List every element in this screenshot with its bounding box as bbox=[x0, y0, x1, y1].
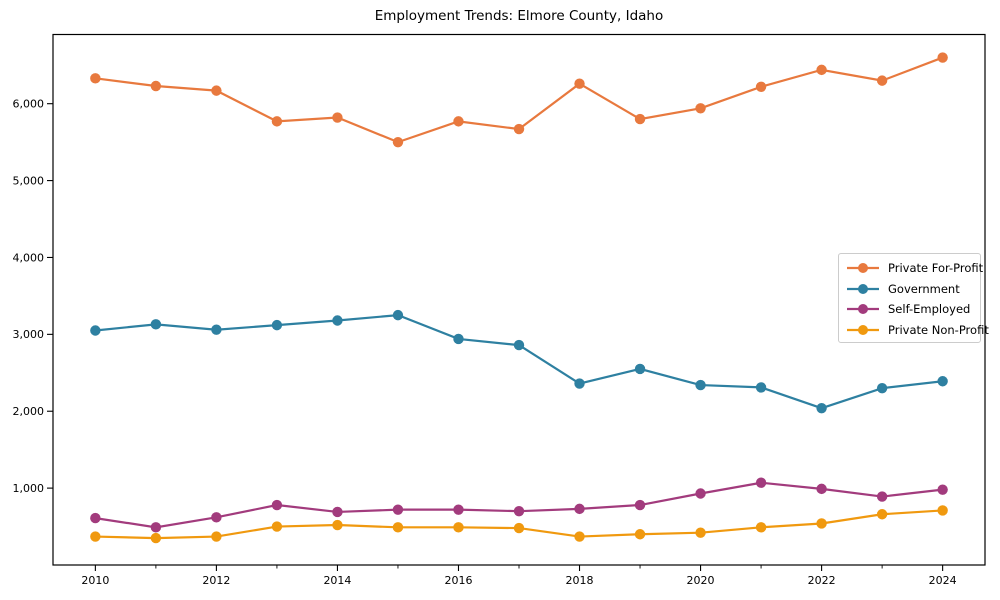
data-point-private-for-profit bbox=[211, 85, 222, 96]
legend-item-label: Government bbox=[888, 281, 960, 296]
legend-marker-icon bbox=[846, 283, 880, 295]
x-tick-label: 2012 bbox=[202, 574, 230, 587]
data-point-government bbox=[150, 319, 162, 330]
data-point-private-for-profit bbox=[453, 116, 464, 127]
legend: Private For-Profit Government Self-Emplo… bbox=[838, 253, 989, 343]
data-point-self-employed bbox=[574, 503, 585, 515]
legend-item-label: Self-Employed bbox=[888, 302, 971, 317]
data-point-government bbox=[937, 376, 948, 387]
data-point-self-employed bbox=[634, 499, 646, 511]
data-point-self-employed bbox=[271, 499, 283, 511]
data-point-self-employed bbox=[453, 504, 464, 515]
x-tick-label: 2018 bbox=[566, 574, 594, 587]
legend-item-label: Private Non-Profit bbox=[888, 322, 989, 337]
x-tick-label: 2010 bbox=[81, 574, 109, 587]
data-point-private-for-profit bbox=[876, 75, 888, 86]
x-tick-label: 2016 bbox=[444, 574, 472, 587]
data-point-self-employed bbox=[392, 504, 404, 515]
data-point-private-non-profit bbox=[271, 521, 283, 532]
data-point-private-non-profit bbox=[695, 527, 706, 538]
data-point-private-non-profit bbox=[574, 531, 585, 542]
data-point-self-employed bbox=[695, 488, 706, 499]
data-point-private-for-profit bbox=[634, 113, 646, 125]
x-tick-label: 2014 bbox=[323, 574, 351, 587]
data-point-private-non-profit bbox=[816, 518, 827, 529]
data-point-government bbox=[513, 339, 525, 351]
data-point-self-employed bbox=[332, 506, 343, 518]
data-point-private-non-profit bbox=[211, 531, 222, 542]
data-point-private-for-profit bbox=[574, 78, 585, 89]
data-point-private-for-profit bbox=[271, 116, 283, 127]
legend-marker-icon bbox=[846, 303, 880, 315]
data-point-private-non-profit bbox=[392, 522, 404, 533]
series-line-government bbox=[95, 314, 943, 410]
data-point-private-non-profit bbox=[332, 519, 343, 531]
data-point-private-non-profit bbox=[90, 531, 101, 542]
data-point-self-employed bbox=[937, 484, 948, 495]
y-tick-label: 1,000 bbox=[13, 482, 45, 495]
data-point-private-for-profit bbox=[150, 80, 162, 92]
legend-marker-icon bbox=[846, 324, 880, 336]
y-tick-label: 5,000 bbox=[13, 174, 45, 187]
data-point-government bbox=[271, 319, 283, 331]
data-point-government bbox=[876, 382, 888, 394]
y-tick-label: 3,000 bbox=[13, 328, 45, 341]
legend-item-label: Private For-Profit bbox=[888, 261, 984, 276]
legend-item: Private Non-Profit bbox=[846, 320, 989, 341]
data-point-self-employed bbox=[90, 512, 101, 524]
legend-item: Self-Employed bbox=[846, 299, 980, 320]
data-point-private-for-profit bbox=[816, 64, 827, 76]
y-axis: 1,000 2,000 3,000 4,000 5,000 6,000 bbox=[13, 97, 53, 495]
x-tick-label: 2020 bbox=[687, 574, 715, 587]
data-point-private-non-profit bbox=[876, 509, 888, 520]
series-government bbox=[90, 309, 948, 414]
x-axis: 2010 2012 2014 2016 2018 2020 2022 2024 bbox=[81, 565, 957, 587]
chart-title: Employment Trends: Elmore County, Idaho bbox=[374, 8, 664, 24]
data-point-private-non-profit bbox=[634, 529, 646, 540]
data-point-private-for-profit bbox=[513, 123, 525, 135]
data-point-private-non-profit bbox=[513, 522, 525, 534]
legend-item: Government bbox=[846, 279, 980, 300]
data-point-self-employed bbox=[211, 512, 222, 523]
data-point-private-non-profit bbox=[755, 522, 767, 533]
data-point-private-for-profit bbox=[332, 112, 343, 123]
data-point-government bbox=[695, 379, 706, 391]
series-private-for-profit bbox=[90, 52, 948, 148]
data-point-government bbox=[90, 325, 101, 336]
data-point-private-non-profit bbox=[453, 522, 464, 533]
data-point-private-for-profit bbox=[755, 81, 767, 92]
data-point-government bbox=[816, 402, 827, 414]
data-point-government bbox=[392, 309, 404, 321]
data-point-private-non-profit bbox=[937, 505, 948, 516]
series-line-self-employed bbox=[95, 481, 943, 529]
y-tick-label: 2,000 bbox=[13, 405, 45, 418]
legend-marker-icon bbox=[846, 262, 880, 274]
x-tick-label: 2022 bbox=[808, 574, 836, 587]
x-tick-label: 2024 bbox=[929, 574, 957, 587]
data-point-government bbox=[211, 324, 222, 335]
data-point-self-employed bbox=[876, 491, 888, 502]
data-point-self-employed bbox=[513, 505, 525, 517]
data-point-self-employed bbox=[816, 483, 827, 495]
data-point-government bbox=[574, 378, 585, 389]
data-point-government bbox=[332, 315, 343, 326]
data-point-government bbox=[634, 363, 646, 375]
series-self-employed bbox=[90, 477, 948, 533]
data-point-private-for-profit bbox=[90, 73, 101, 84]
y-tick-label: 4,000 bbox=[13, 251, 45, 264]
series-private-non-profit bbox=[90, 505, 948, 544]
legend-item: Private For-Profit bbox=[846, 258, 984, 279]
data-point-government bbox=[453, 333, 464, 345]
data-point-private-for-profit bbox=[695, 103, 706, 114]
data-point-private-for-profit bbox=[937, 52, 948, 63]
data-point-private-non-profit bbox=[150, 532, 162, 544]
data-point-private-for-profit bbox=[392, 136, 404, 148]
data-point-self-employed bbox=[755, 477, 767, 488]
data-point-self-employed bbox=[150, 522, 162, 533]
data-point-government bbox=[755, 382, 767, 393]
y-tick-label: 6,000 bbox=[13, 97, 45, 110]
